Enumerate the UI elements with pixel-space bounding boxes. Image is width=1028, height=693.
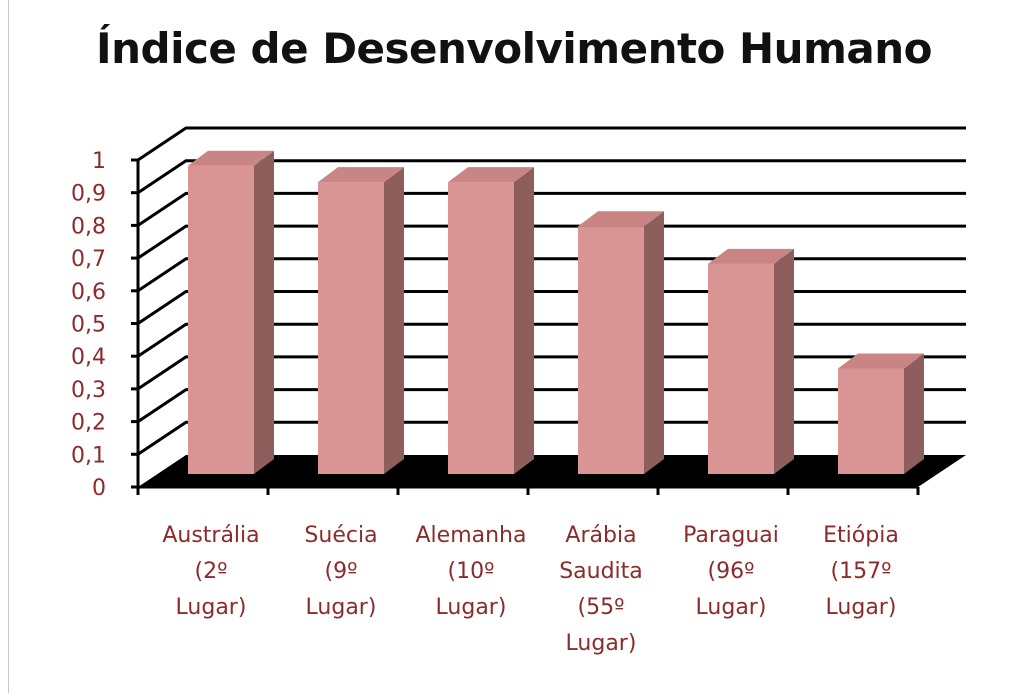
bar-side — [514, 167, 534, 474]
x-category-label: Arábia Saudita (55º Lugar) — [559, 523, 643, 656]
bar-side — [644, 211, 664, 474]
y-tick-label: 0,5 — [71, 313, 106, 338]
x-category-label: Etiópia (157º Lugar) — [823, 523, 899, 620]
chart-title: Índice de Desenvolvimento Humano — [96, 24, 932, 73]
x-category-labels: Austrália (2º Lugar) Suécia (9º Lugar) Alemanh… — [162, 523, 899, 656]
y-tick-label: 0,6 — [71, 280, 106, 305]
gridline — [137, 355, 966, 391]
x-category-label: Alemanha (10º Lugar) — [416, 523, 527, 620]
gridline — [137, 290, 966, 325]
y-tick-label: 0 — [92, 476, 106, 501]
x-category-label: Suécia (9º Lugar) — [304, 523, 377, 620]
gridline — [137, 420, 966, 456]
y-tick-label: 0,9 — [71, 182, 106, 207]
bar-front — [448, 182, 514, 474]
y-tick-label: 1 — [92, 149, 106, 174]
y-tick-labels: 0 0,1 0,2 0,3 0,4 0,5 0,6 0,7 0,8 0,9 1 — [71, 149, 106, 501]
gridlines — [137, 126, 966, 456]
bar-top — [838, 353, 924, 369]
bar — [578, 211, 664, 474]
bar — [318, 167, 404, 474]
gridline — [137, 322, 966, 358]
y-tick-label: 0,7 — [71, 247, 106, 272]
gridline — [137, 126, 966, 162]
gridline — [137, 257, 966, 293]
bar-front — [318, 182, 384, 474]
bar — [838, 353, 924, 474]
bar-side — [384, 167, 404, 474]
bar-side — [774, 248, 794, 474]
y-tick-label: 0,8 — [71, 214, 106, 239]
y-axis — [131, 158, 920, 495]
bar-front — [188, 165, 254, 474]
x-category-label: Paraguai (96º Lugar) — [683, 523, 779, 620]
bar-top — [708, 248, 794, 264]
y-tick-label: 0,3 — [71, 378, 106, 403]
bar-front — [708, 263, 774, 474]
bar-top — [188, 150, 274, 166]
window-edge-line — [8, 0, 9, 693]
bar-front — [578, 226, 644, 474]
bar-side — [254, 150, 274, 474]
bar-front — [838, 368, 904, 474]
gridline — [137, 224, 966, 260]
bar — [448, 167, 534, 474]
gridline — [137, 191, 966, 227]
x-category-label: Austrália (2º Lugar) — [162, 523, 259, 620]
bars — [188, 150, 924, 474]
bar-top — [448, 167, 534, 183]
bar-top — [578, 211, 664, 227]
gridline — [137, 159, 966, 194]
gridline — [137, 388, 966, 423]
bar-side — [904, 353, 924, 474]
y-tick-label: 0,2 — [71, 411, 106, 436]
y-tick-label: 0,4 — [71, 345, 106, 370]
y-tick-label: 0,1 — [71, 443, 106, 468]
bar — [708, 248, 794, 474]
bar — [188, 150, 274, 474]
bar-top — [318, 167, 404, 183]
